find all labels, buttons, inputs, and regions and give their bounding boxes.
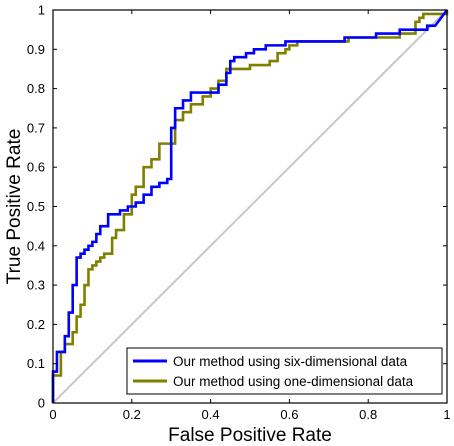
x-tick-label: 0 (49, 407, 56, 422)
legend-box (126, 347, 443, 395)
x-axis-title: False Positive Rate (168, 425, 332, 446)
y-tick-label: 0.3 (27, 278, 45, 293)
legend: Our method using six-dimensional data Our… (126, 347, 443, 395)
legend-label-1: Our method using one-dimensional data (173, 374, 414, 389)
y-tick-label: 0.4 (27, 238, 45, 253)
series-layer (51, 9, 449, 404)
x-tick-label: 0.4 (202, 407, 220, 422)
x-tick-label: 1 (443, 407, 450, 422)
y-tick-label: 0.5 (27, 199, 45, 214)
ticks-layer: 0 0.2 0.4 0.6 0.8 1 0 0.1 0.2 0.3 0.4 0.5 0.6 0.7 0.8 0… (27, 3, 451, 423)
y-tick-label: 0 (38, 396, 45, 411)
series-line-2 (52, 9, 448, 404)
legend-label-0: Our method using six-dimensional data (173, 354, 408, 369)
x-tick-label: 0.2 (123, 407, 141, 422)
y-tick-label: 0.8 (27, 81, 45, 96)
y-tick-label: 0.9 (27, 42, 45, 57)
y-axis-title: True Positive Rate (4, 129, 25, 285)
y-tick-label: 1 (38, 3, 45, 18)
series-line-1 (51, 10, 449, 403)
y-tick-label: 0.7 (27, 120, 45, 135)
series-line-0 (51, 9, 449, 403)
x-tick-label: 0.8 (359, 407, 377, 422)
y-tick-label: 0.6 (27, 160, 45, 175)
y-tick-label: 0.2 (27, 317, 45, 332)
x-tick-label: 0.6 (280, 407, 298, 422)
y-tick-label: 0.1 (27, 356, 45, 371)
